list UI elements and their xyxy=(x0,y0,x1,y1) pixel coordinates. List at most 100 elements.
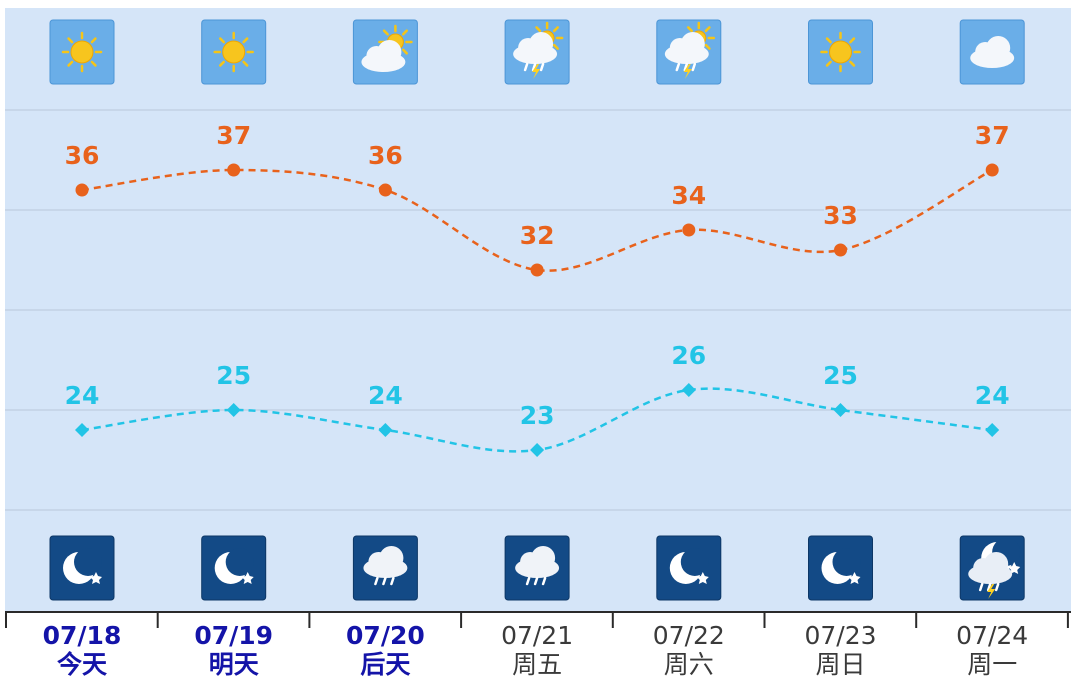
x-tick-label: 07/24 xyxy=(956,621,1028,650)
star xyxy=(848,572,861,584)
day-label: 周一 xyxy=(967,650,1017,679)
cloud xyxy=(529,32,554,56)
point-marker xyxy=(75,183,89,197)
day-label: 今天 xyxy=(57,650,107,679)
sun xyxy=(70,40,94,64)
sun-ray xyxy=(401,48,408,55)
rain-drop xyxy=(531,62,537,72)
sun-ray xyxy=(686,26,693,33)
rain-drop xyxy=(986,582,992,592)
lightning xyxy=(683,64,692,79)
rain-drop xyxy=(675,62,681,72)
star xyxy=(696,572,709,584)
rain-drop xyxy=(382,576,387,586)
rain-drop xyxy=(539,62,545,72)
day-label: 周五 xyxy=(512,650,562,679)
point-marker xyxy=(833,403,848,417)
rain-drop xyxy=(994,582,1000,592)
moon-cut xyxy=(225,548,254,576)
day-weather-icon xyxy=(959,19,1025,85)
x-tick-label: 07/18 xyxy=(43,621,122,650)
point-marker xyxy=(834,243,847,257)
sun-ray xyxy=(535,26,542,33)
sun-ray xyxy=(90,37,97,44)
night-weather-icon xyxy=(49,535,115,601)
sun-ray xyxy=(401,29,408,36)
sun-ray xyxy=(242,60,249,67)
lightning xyxy=(987,584,996,599)
data-label: 37 xyxy=(216,121,251,150)
data-label: 23 xyxy=(520,401,555,430)
sun-ray xyxy=(90,60,97,67)
night-weather-icon xyxy=(504,535,570,601)
day-label: 周日 xyxy=(815,650,865,679)
data-label: 25 xyxy=(823,361,858,390)
sun-ray xyxy=(849,37,856,44)
point-marker xyxy=(681,383,696,397)
day-weather-icon xyxy=(656,19,722,85)
day-weather-icon xyxy=(49,19,115,85)
rain-drop xyxy=(390,576,395,586)
day-label: 周六 xyxy=(664,650,714,679)
day-label: 后天 xyxy=(360,650,410,679)
sun-ray xyxy=(552,26,559,33)
sun-ray xyxy=(825,37,832,44)
data-label: 36 xyxy=(368,141,403,170)
x-tick-label: 07/22 xyxy=(653,621,725,650)
point-marker xyxy=(530,263,544,277)
sun-ray xyxy=(67,60,74,67)
day-weather-icon xyxy=(504,19,570,85)
day-weather-icon xyxy=(201,19,267,85)
day-label: 明天 xyxy=(209,650,259,679)
data-label: 33 xyxy=(823,201,858,230)
cloud xyxy=(379,546,404,570)
x-tick-label: 07/19 xyxy=(194,621,273,650)
sun-ray xyxy=(552,43,559,50)
night-weather-icon xyxy=(808,535,873,601)
x-tick-label: 07/21 xyxy=(501,621,573,650)
data-label: 24 xyxy=(65,381,100,410)
star xyxy=(241,572,254,584)
night-weather-icon xyxy=(656,535,722,601)
rain-drop xyxy=(525,576,531,586)
rain-drop xyxy=(533,576,539,586)
data-label: 24 xyxy=(368,381,403,410)
data-label: 32 xyxy=(520,221,555,250)
sun-ray xyxy=(849,60,856,67)
point-marker xyxy=(985,423,1000,437)
cloud xyxy=(986,36,1011,60)
x-tick-label: 07/20 xyxy=(346,621,425,650)
data-label: 25 xyxy=(216,361,251,390)
data-label: 37 xyxy=(975,121,1010,150)
moon-cut xyxy=(74,548,102,576)
data-label: 24 xyxy=(975,381,1010,410)
rain-drop xyxy=(691,62,697,72)
cloud xyxy=(377,40,402,64)
rain-drop xyxy=(523,62,529,72)
sun-ray xyxy=(382,29,389,36)
point-marker xyxy=(226,403,241,417)
point-marker xyxy=(378,183,392,197)
point-marker xyxy=(75,423,89,437)
sun-ray xyxy=(825,60,832,67)
cloud xyxy=(531,546,556,570)
point-marker xyxy=(378,423,393,437)
point-marker xyxy=(227,163,241,177)
star xyxy=(90,572,102,584)
data-label: 26 xyxy=(671,341,706,370)
moon-cut xyxy=(832,548,861,576)
rain-drop xyxy=(978,582,984,592)
x-tick-label: 07/23 xyxy=(804,621,876,650)
moon-cut xyxy=(680,548,709,576)
point-marker xyxy=(530,443,545,457)
lightning xyxy=(532,64,541,79)
night-weather-icon xyxy=(201,535,267,601)
rain-drop xyxy=(683,62,689,72)
data-label: 36 xyxy=(65,141,100,170)
sun-ray xyxy=(219,37,226,44)
cloud xyxy=(984,552,1009,576)
cloud xyxy=(680,32,705,56)
point-marker xyxy=(985,163,999,177)
point-marker xyxy=(682,223,696,237)
